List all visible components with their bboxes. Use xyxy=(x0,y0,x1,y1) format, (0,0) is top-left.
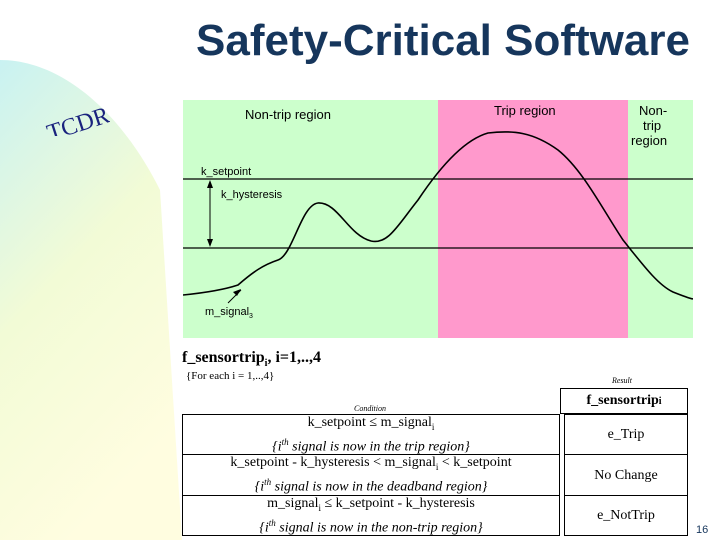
tcdr-logo: TCDR xyxy=(44,102,110,136)
right-region-label-1: Non- xyxy=(639,103,667,118)
svg-text:TCDR: TCDR xyxy=(44,102,110,136)
right-region-label-2: trip xyxy=(643,118,661,133)
hysteresis-label: k_hysteresis xyxy=(221,189,283,201)
result-cell: e_Trip xyxy=(564,413,688,456)
table-row: k_setpoint ≤ m_signali {ith signal is no… xyxy=(182,413,688,456)
condition-cell: k_setpoint - k_hysteresis < m_signali < … xyxy=(182,454,560,496)
table-row: k_setpoint - k_hysteresis < m_signali < … xyxy=(182,454,688,496)
condition-cell: k_setpoint ≤ m_signali {ith signal is no… xyxy=(182,413,560,456)
page-number: 16 xyxy=(696,524,709,536)
function-name: f_sensortripi, i=1,..,4 xyxy=(182,349,321,370)
condition-cell: m_signali ≤ k_setpoint - k_hysteresis {i… xyxy=(182,494,560,537)
trip-region-label: Trip region xyxy=(494,103,556,118)
table-row: m_signali ≤ k_setpoint - k_hysteresis {i… xyxy=(182,494,688,537)
slide-title: Safety-Critical Software xyxy=(196,16,690,65)
function-note: {For each i = 1,..,4} xyxy=(186,370,275,382)
result-caption: Result xyxy=(612,376,632,385)
non-trip-region-label: Non-trip region xyxy=(245,107,331,122)
trip-region xyxy=(438,100,628,338)
setpoint-label: k_setpoint xyxy=(201,166,251,178)
result-header: f_sensortrip i xyxy=(560,388,688,414)
trip-region-diagram: Non-trip region Trip region Non- trip re… xyxy=(183,100,693,338)
right-region-label-3: region xyxy=(631,133,667,148)
non-trip-region-right xyxy=(628,100,693,338)
result-cell: No Change xyxy=(564,454,688,496)
result-cell: e_NotTrip xyxy=(564,494,688,537)
condition-caption: Condition xyxy=(354,404,387,413)
signal-label: m_signal3 xyxy=(205,306,253,320)
non-trip-region-left xyxy=(183,100,438,338)
decision-table: k_setpoint ≤ m_signali {ith signal is no… xyxy=(182,413,688,537)
signal-curve xyxy=(183,131,693,300)
